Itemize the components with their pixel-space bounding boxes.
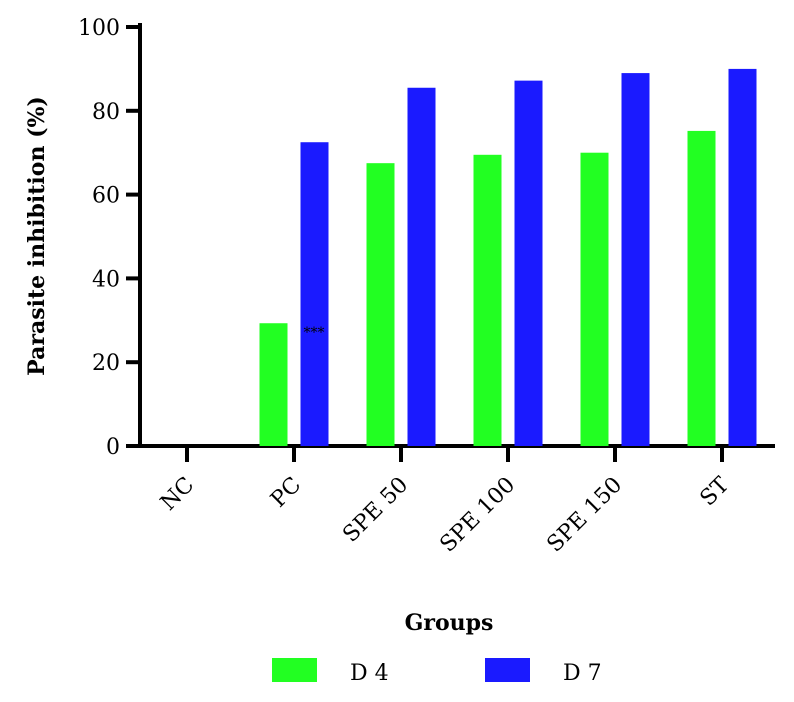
y-tick-label: 60 xyxy=(92,184,120,209)
bar-d4 xyxy=(687,130,716,447)
legend-label: D 7 xyxy=(563,661,602,686)
bar-d7 xyxy=(728,68,757,447)
y-tick-label: 100 xyxy=(78,16,120,41)
y-tick-label: 80 xyxy=(92,100,120,125)
bar-d7 xyxy=(300,142,329,446)
x-tick-label: NC xyxy=(156,473,199,516)
bar-d4 xyxy=(259,323,288,446)
y-tick-label: 40 xyxy=(92,267,120,292)
bar-d4 xyxy=(580,152,609,446)
legend: D 4 D 7 xyxy=(272,658,602,686)
bar-d7 xyxy=(407,87,436,446)
legend-swatch xyxy=(485,658,530,682)
y-tick-label: 20 xyxy=(92,351,120,376)
significance-label: *** xyxy=(304,325,325,341)
y-tick-label: 0 xyxy=(106,435,120,460)
legend-label: D 4 xyxy=(350,661,389,686)
annotations: *** xyxy=(304,325,325,341)
x-axis: NC PC SPE 50 SPE 100 SPE 150 ST xyxy=(138,444,775,558)
x-tick-label: SPE 100 xyxy=(435,473,520,558)
y-axis: 0 20 40 60 80 100 xyxy=(78,16,142,460)
x-tick-label: SPE 50 xyxy=(338,473,413,548)
bar-d4 xyxy=(366,163,395,447)
x-tick-label: SPE 150 xyxy=(542,473,627,558)
legend-swatch xyxy=(272,658,317,682)
x-tick-label: PC xyxy=(266,473,306,513)
bar-d4 xyxy=(473,154,502,447)
bars xyxy=(259,68,757,447)
x-axis-title: Groups xyxy=(405,610,494,636)
bar-d7 xyxy=(621,73,650,446)
y-axis-title: Parasite inhibition (%) xyxy=(24,96,50,376)
bar-d7 xyxy=(514,80,543,446)
x-tick-label: ST xyxy=(696,472,735,511)
